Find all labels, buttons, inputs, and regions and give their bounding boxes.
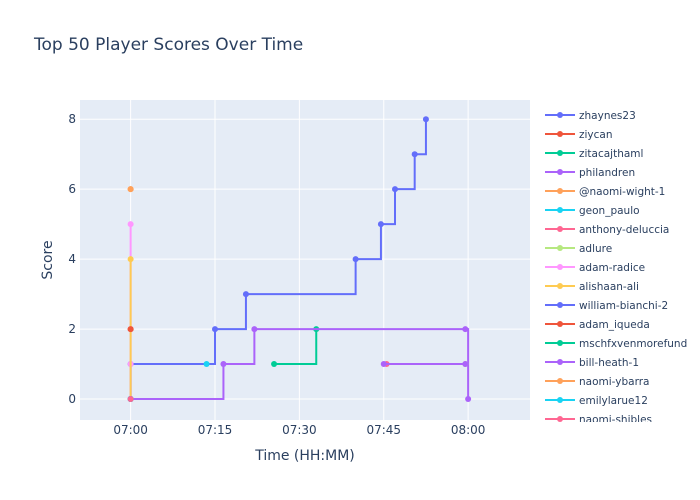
- data-point: [127, 186, 134, 193]
- legend-label: william-bianchi-2: [579, 300, 668, 312]
- legend-item[interactable]: zhaynes23: [545, 110, 636, 122]
- legend-item[interactable]: ziycan: [545, 129, 613, 141]
- y-tick-label: 2: [68, 322, 76, 336]
- legend-label: mschfxvenmorefund: [579, 338, 687, 350]
- data-point: [242, 291, 249, 298]
- legend-item[interactable]: emilylarue12: [545, 395, 648, 407]
- x-tick-label: 07:00: [113, 423, 148, 437]
- data-point: [212, 326, 218, 333]
- legend-label: @naomi-wight-1: [579, 186, 665, 198]
- legend-item[interactable]: william-bianchi-2: [545, 300, 668, 312]
- data-point: [127, 221, 134, 228]
- legend-label: emilylarue12: [579, 395, 648, 407]
- data-point: [377, 221, 384, 228]
- legend-item[interactable]: naomi-shibles: [545, 414, 652, 426]
- legend-item[interactable]: alishaan-ali: [545, 281, 639, 293]
- legend-label: adam_iqueda: [579, 319, 650, 331]
- legend-item[interactable]: adam-radice: [545, 262, 645, 274]
- series-adam-iqueda: [127, 326, 134, 333]
- legend-label: geon_paulo: [579, 205, 640, 217]
- y-axis-title: Score: [40, 240, 56, 279]
- data-point: [127, 256, 134, 263]
- legend-marker-icon: [557, 131, 563, 137]
- legend-marker-icon: [557, 245, 563, 251]
- legend-marker-icon: [557, 340, 563, 346]
- legend-marker-icon: [557, 378, 563, 384]
- x-tick-label: 07:30: [282, 423, 317, 437]
- series-bill-heath-1: [380, 361, 469, 368]
- y-tick-label: 8: [68, 112, 76, 126]
- chart-title: Top 50 Player Scores Over Time: [33, 35, 303, 55]
- legend-marker-icon: [557, 226, 563, 232]
- legend-item[interactable]: mschfxvenmorefund: [545, 338, 687, 350]
- legend-label: zitacajthaml: [579, 148, 643, 160]
- legend-item[interactable]: zitacajthaml: [545, 148, 643, 160]
- legend[interactable]: zhaynes23 ziycan zitacajthaml philandren @na…: [545, 110, 687, 426]
- legend-marker-icon: [557, 359, 563, 365]
- legend-item[interactable]: naomi-ybarra: [545, 376, 649, 388]
- x-tick-label: 08:00: [451, 423, 486, 437]
- data-point: [392, 186, 398, 193]
- data-point: [462, 361, 469, 368]
- legend-marker-icon: [557, 321, 563, 327]
- data-point: [127, 326, 134, 333]
- legend-label: bill-heath-1: [579, 357, 639, 369]
- series-geon-paulo: [203, 361, 210, 368]
- legend-item[interactable]: adam_iqueda: [545, 319, 650, 331]
- legend-item[interactable]: bill-heath-1: [545, 357, 639, 369]
- data-point: [411, 151, 418, 158]
- y-tick-label: 4: [68, 252, 76, 266]
- legend-label: ziycan: [579, 129, 613, 141]
- legend-label: naomi-ybarra: [579, 376, 649, 388]
- legend-marker-icon: [557, 188, 563, 194]
- x-tick-label: 07:45: [366, 423, 401, 437]
- y-tick-label: 6: [68, 182, 76, 196]
- legend-item[interactable]: anthony-deluccia: [545, 224, 669, 236]
- legend-item[interactable]: @naomi-wight-1: [545, 186, 665, 198]
- legend-label: anthony-deluccia: [579, 224, 669, 236]
- data-point: [462, 326, 469, 333]
- series-naomi-ybarra: [127, 186, 134, 193]
- legend-item[interactable]: philandren: [545, 167, 635, 179]
- x-axis-ticks: 07:00 07:15 07:30 07:45 08:00: [113, 423, 485, 437]
- data-point: [220, 361, 227, 368]
- plot-area: [80, 100, 530, 420]
- x-axis-title: Time (HH:MM): [254, 448, 355, 464]
- legend-marker-icon: [557, 397, 563, 403]
- legend-marker-icon: [557, 416, 563, 422]
- data-point: [422, 116, 429, 123]
- data-point: [203, 361, 210, 368]
- legend-marker-icon: [557, 150, 563, 156]
- data-point: [251, 326, 258, 333]
- data-point: [271, 361, 278, 368]
- series-line: [274, 329, 318, 366]
- legend-label: alishaan-ali: [579, 281, 639, 293]
- y-tick-label: 0: [68, 392, 76, 406]
- legend-label: adlure: [579, 243, 612, 255]
- legend-marker-icon: [557, 207, 563, 213]
- legend-label: philandren: [579, 167, 635, 179]
- legend-marker-icon: [557, 283, 563, 289]
- legend-marker-icon: [557, 264, 563, 270]
- series-marks: [127, 116, 472, 403]
- legend-label: adam-radice: [579, 262, 645, 274]
- series-line: [129, 119, 427, 400]
- legend-marker-icon: [557, 302, 563, 308]
- data-point: [127, 396, 134, 403]
- x-tick-label: 07:15: [198, 423, 233, 437]
- legend-label: naomi-shibles: [579, 414, 652, 426]
- legend-item[interactable]: adlure: [545, 243, 612, 255]
- legend-marker-icon: [557, 169, 563, 175]
- legend-label: zhaynes23: [579, 110, 636, 122]
- data-point: [465, 396, 472, 403]
- legend-item[interactable]: geon_paulo: [545, 205, 640, 217]
- series-naomi-shibles: [127, 396, 134, 403]
- data-point: [380, 361, 387, 368]
- data-point: [352, 256, 359, 263]
- legend-marker-icon: [557, 112, 563, 118]
- y-axis-ticks: 0 2 4 6 8: [68, 112, 76, 406]
